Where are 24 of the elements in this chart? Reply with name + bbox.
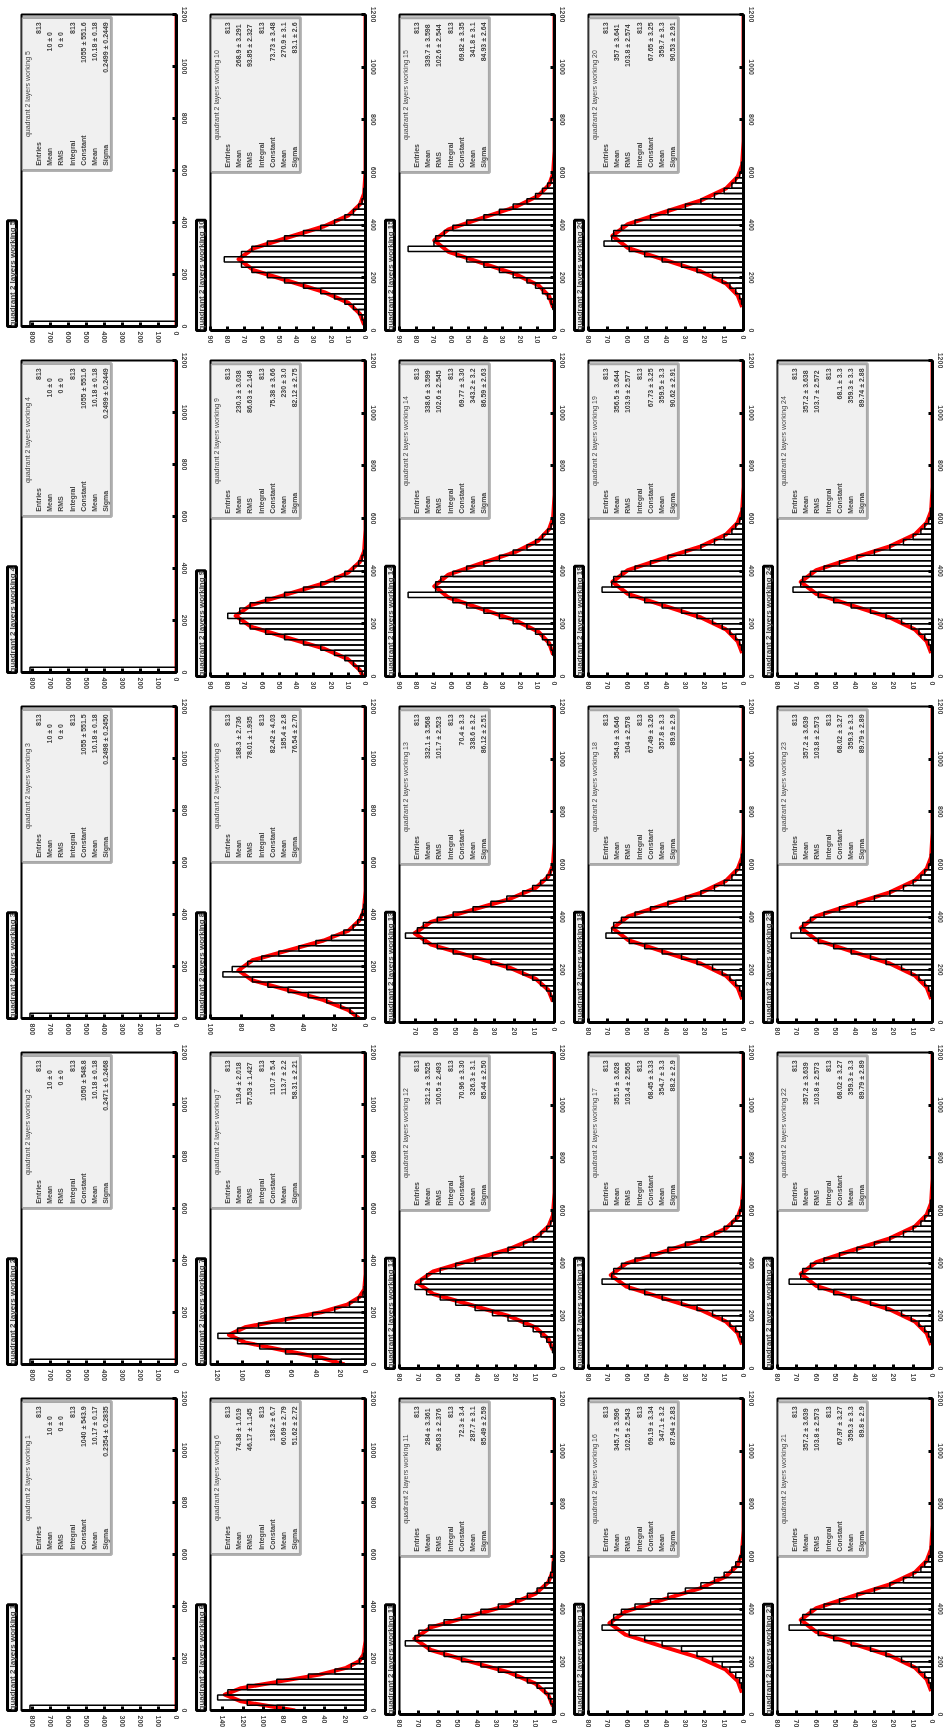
chart-title: quadrant 2 layers working 9: [196, 570, 206, 677]
chart-title: quadrant 2 layers working 13: [385, 912, 395, 1023]
chart-title: quadrant 2 layers working 7: [196, 1258, 206, 1365]
chart-title: quadrant 2 layers working 1: [7, 1604, 17, 1711]
chart-title: quadrant 2 layers working 2: [7, 1258, 17, 1365]
chart-title: quadrant 2 layers working 8: [196, 912, 206, 1019]
chart-title: quadrant 2 layers working 5: [7, 220, 17, 327]
chart-title: quadrant 2 layers working 11: [385, 1604, 395, 1715]
chart-title: quadrant 2 layers working 12: [385, 1258, 395, 1369]
chart-title: quadrant 2 layers working 23: [763, 912, 773, 1023]
chart-title: quadrant 2 layers working 18: [574, 912, 584, 1023]
chart-title: quadrant 2 layers working 20: [574, 220, 584, 331]
chart-title: quadrant 2 layers working 6: [196, 1604, 206, 1711]
chart-title: quadrant 2 layers working 3: [7, 912, 17, 1019]
chart-title: quadrant 2 layers working 24: [763, 566, 773, 677]
chart-title: quadrant 2 layers working 21: [763, 1604, 773, 1715]
chart-title: quadrant 2 layers working 22: [763, 1258, 773, 1369]
chart-title: quadrant 2 layers working 17: [574, 1258, 584, 1369]
chart-title: quadrant 2 layers working 14: [385, 566, 395, 677]
chart-title: quadrant 2 layers working 15: [385, 220, 395, 331]
chart-title: quadrant 2 layers working 10: [196, 220, 206, 331]
chart-title: quadrant 2 layers working 19: [574, 566, 584, 677]
chart-title: quadrant 2 layers working 16: [574, 1604, 584, 1715]
chart-title: quadrant 2 layers working 4: [7, 566, 17, 673]
